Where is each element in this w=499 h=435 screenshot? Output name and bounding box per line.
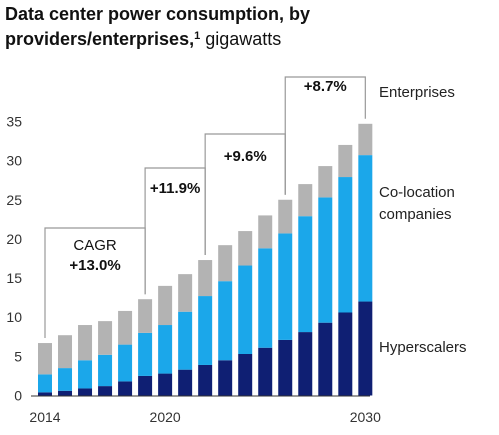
- bar-co-location-companies-2022: [198, 296, 213, 365]
- bar-co-location-companies-2027: [298, 216, 313, 333]
- bar-enterprises-2029: [338, 144, 353, 178]
- bar-hyperscalers-2030: [358, 301, 373, 396]
- bar-enterprises-2025: [258, 215, 273, 249]
- cagr-label: CAGR: [73, 237, 117, 254]
- bar-hyperscalers-2025: [258, 347, 273, 396]
- bar-enterprises-2024: [238, 231, 253, 266]
- bar-hyperscalers-2021: [178, 369, 193, 396]
- bar-co-location-companies-2029: [338, 177, 353, 313]
- bar-hyperscalers-2022: [198, 364, 213, 396]
- bar-enterprises-2018: [118, 310, 133, 345]
- bar-enterprises-2015: [58, 335, 73, 369]
- bar-enterprises-2027: [298, 184, 313, 217]
- bar-enterprises-2021: [178, 274, 193, 312]
- bar-enterprises-2016: [78, 325, 93, 361]
- y-tick-label-0: 0: [14, 388, 22, 404]
- bar-hyperscalers-2027: [298, 332, 313, 396]
- y-tick-label-5: 5: [14, 348, 22, 364]
- bar-co-location-companies-2018: [118, 344, 133, 382]
- bar-hyperscalers-2019: [138, 375, 153, 396]
- cagr-value-2: +11.9%: [150, 180, 200, 197]
- x-tick-label-2030: 2030: [350, 409, 381, 425]
- bar-hyperscalers-2016: [78, 388, 93, 396]
- y-tick-label-30: 30: [6, 153, 22, 169]
- bar-hyperscalers-2018: [118, 381, 133, 396]
- bar-enterprises-2022: [198, 260, 213, 297]
- y-tick-label-35: 35: [6, 113, 22, 129]
- bar-hyperscalers-2029: [338, 312, 353, 396]
- bar-hyperscalers-2014: [38, 392, 52, 396]
- bar-enterprises-2023: [218, 245, 233, 282]
- y-tick-label-25: 25: [6, 192, 22, 208]
- title-line1: Data center power consumption, by: [5, 4, 311, 24]
- bar-co-location-companies-2015: [58, 368, 73, 391]
- bar-co-location-companies-2025: [258, 248, 273, 348]
- title-line2: providers/enterprises,: [5, 29, 195, 49]
- bar-co-location-companies-2030: [358, 155, 373, 302]
- bar-hyperscalers-2020: [158, 373, 173, 396]
- bar-co-location-companies-2017: [98, 354, 113, 387]
- cagr-value-3: +9.6%: [224, 148, 267, 165]
- y-tick-label-10: 10: [6, 309, 22, 325]
- legend-co-location-companies-line2: companies: [379, 206, 452, 223]
- bar-enterprises-2028: [318, 166, 333, 198]
- bar-co-location-companies-2016: [78, 360, 93, 389]
- cagr-bracket-4: [284, 76, 366, 195]
- legend-co-location-companies-line1: Co-location: [379, 184, 455, 201]
- bar-hyperscalers-2028: [318, 322, 333, 396]
- bar-co-location-companies-2021: [178, 311, 193, 370]
- bar-enterprises-2026: [278, 199, 293, 234]
- bar-enterprises-2017: [98, 321, 113, 355]
- x-tick-label-2020: 2020: [150, 409, 181, 425]
- cagr-value-1: +13.0%: [69, 257, 120, 274]
- bar-hyperscalers-2023: [218, 360, 233, 396]
- x-tick-label-2014: 2014: [29, 409, 60, 425]
- bar-enterprises-2019: [138, 299, 153, 333]
- title-unit: gigawatts: [205, 29, 282, 49]
- bar-enterprises-2030: [358, 123, 373, 156]
- bar-co-location-companies-2028: [318, 197, 333, 323]
- legend-hyperscalers: Hyperscalers: [379, 339, 467, 356]
- chart-title: Data center power consumption, by provid…: [5, 3, 310, 50]
- bar-co-location-companies-2019: [138, 332, 153, 376]
- bar-enterprises-2020: [158, 285, 173, 326]
- bar-co-location-companies-2023: [218, 281, 233, 361]
- bar-hyperscalers-2015: [58, 390, 73, 396]
- bar-hyperscalers-2017: [98, 386, 113, 396]
- bar-hyperscalers-2024: [238, 354, 253, 396]
- cagr-value-4: +8.7%: [304, 78, 347, 95]
- bar-co-location-companies-2014: [38, 374, 52, 393]
- bar-co-location-companies-2026: [278, 233, 293, 340]
- y-tick-label-20: 20: [6, 231, 22, 247]
- bar-co-location-companies-2020: [158, 325, 173, 374]
- bar-co-location-companies-2024: [238, 265, 253, 355]
- legend-enterprises: Enterprises: [379, 84, 455, 101]
- bar-enterprises-2014: [38, 343, 52, 375]
- bar-hyperscalers-2026: [278, 339, 293, 396]
- title-footnote-mark: 1: [194, 30, 201, 42]
- y-tick-label-15: 15: [6, 270, 22, 286]
